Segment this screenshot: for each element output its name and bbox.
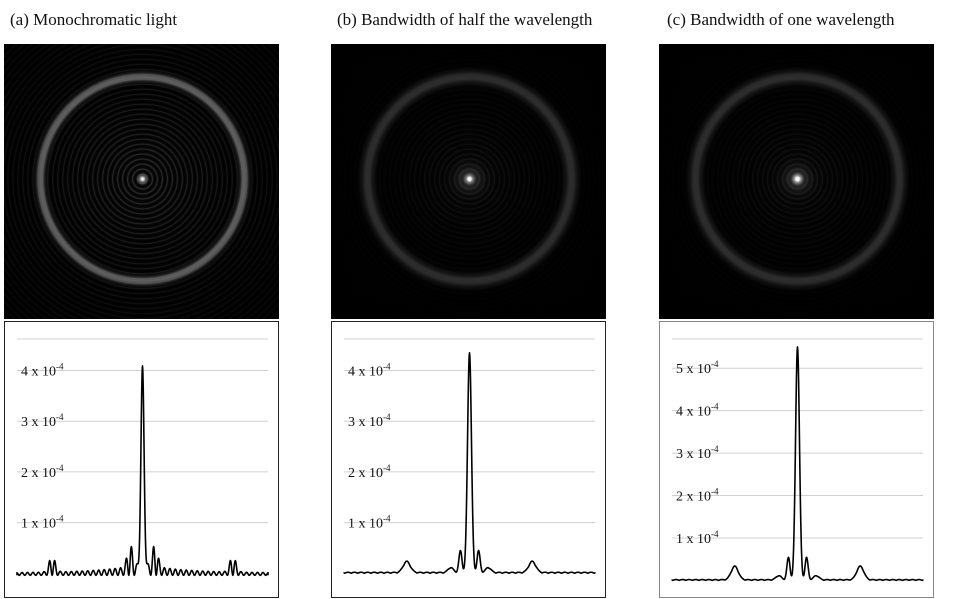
y-tick-label: 3 x 10-4	[348, 412, 391, 430]
intensity-series-line-a	[16, 365, 269, 577]
intensity-series-line-b	[343, 352, 596, 575]
y-tick-label: 3 x 10-4	[21, 412, 64, 430]
y-tick-label: 1 x 10-4	[676, 529, 719, 547]
diffraction-image-b	[331, 44, 606, 319]
y-tick-label: 4 x 10-4	[348, 362, 391, 380]
y-tick-label: 4 x 10-4	[676, 402, 719, 420]
intensity-plot-c: 1 x 10-4 2 x 10-4 3 x 10-4 4 x 10-4 5 x 10-4	[659, 321, 934, 598]
y-tick-label: 4 x 10-4	[21, 362, 64, 380]
intensity-plot-b: 1 x 10-4 2 x 10-4 3 x 10-4 4 x 10-4	[331, 321, 606, 598]
y-tick-label: 1 x 10-4	[21, 514, 64, 532]
y-tick-label: 2 x 10-4	[21, 463, 64, 481]
diffraction-image-a	[4, 44, 279, 319]
y-tick-label: 2 x 10-4	[676, 487, 719, 505]
panel-title-b: (b) Bandwidth of half the wavelength	[337, 10, 593, 29]
panel-title-a: (a) Monochromatic light	[10, 10, 178, 29]
intensity-series-line-c	[671, 346, 924, 582]
y-tick-label: 5 x 10-4	[676, 359, 719, 377]
y-tick-label: 1 x 10-4	[348, 514, 391, 532]
y-tick-label: 2 x 10-4	[348, 463, 391, 481]
panel-title-c: (c) Bandwidth of one wavelength	[667, 10, 895, 29]
y-tick-label: 3 x 10-4	[676, 444, 719, 462]
intensity-plot-a: 1 x 10-4 2 x 10-4 3 x 10-4 4 x 10-4	[4, 321, 279, 598]
diffraction-image-c	[659, 44, 934, 319]
